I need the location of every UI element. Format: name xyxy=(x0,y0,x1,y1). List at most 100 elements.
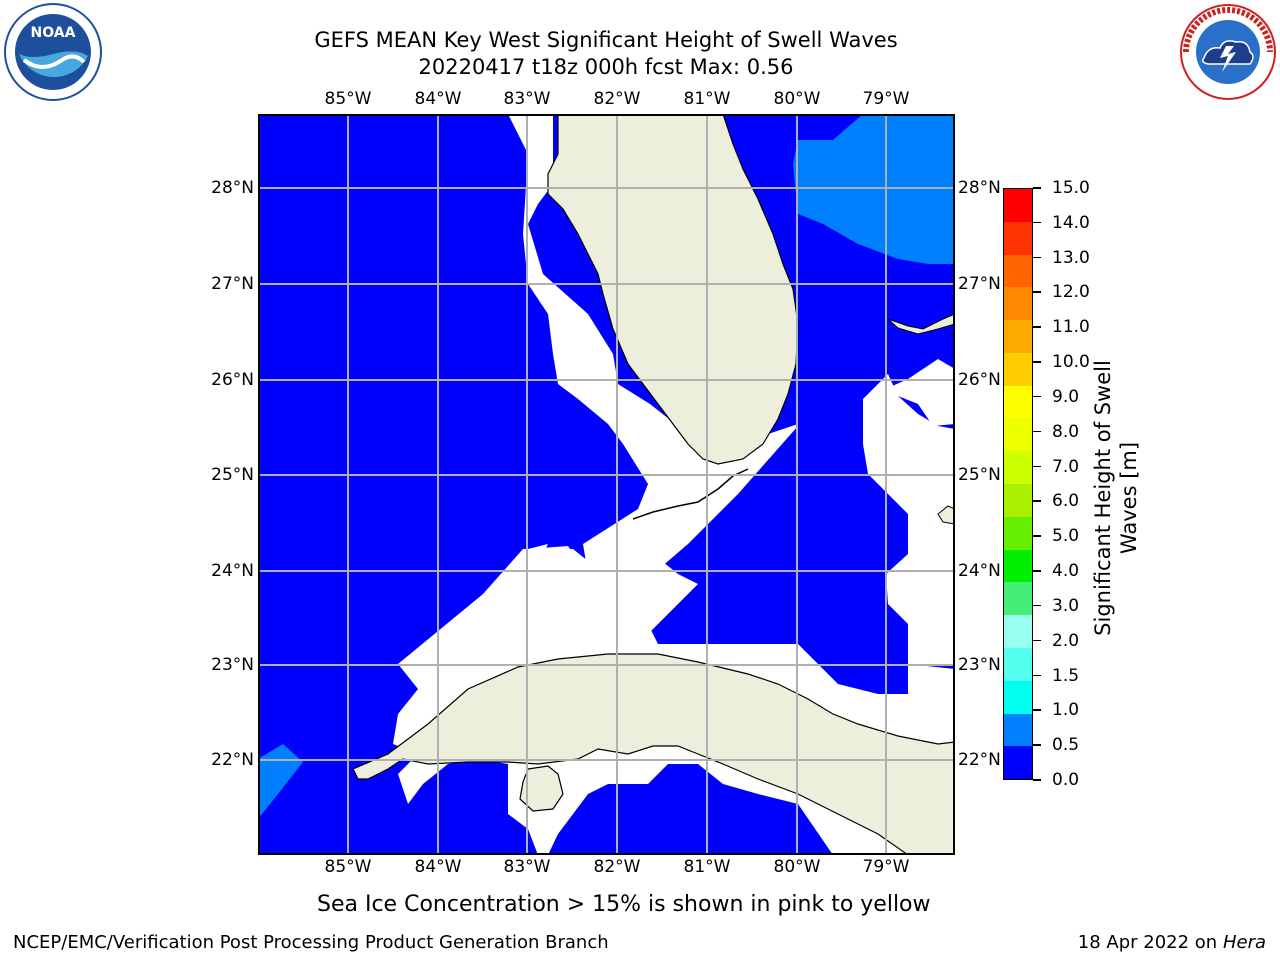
colorbar-segment xyxy=(1004,484,1032,517)
lat-label: 26°N xyxy=(958,370,1001,390)
noaa-logo-text: NOAA xyxy=(31,25,76,41)
lon-label: 81°W xyxy=(683,89,731,109)
colorbar-tick-mark xyxy=(1033,500,1041,502)
lon-label: 81°W xyxy=(683,857,731,877)
footer-branch: NCEP/EMC/Verification Post Processing Pr… xyxy=(13,932,609,953)
colorbar-segment xyxy=(1004,615,1032,648)
colorbar-tick-label: 14.0 xyxy=(1052,212,1090,233)
sea-ice-note: Sea Ice Concentration > 15% is shown in … xyxy=(317,892,931,917)
colorbar-segment xyxy=(1004,287,1032,321)
colorbar-tick-label: 1.0 xyxy=(1052,700,1080,721)
colorbar-tick-label: 8.0 xyxy=(1052,421,1080,442)
colorbar-tick-label: 10.0 xyxy=(1052,352,1090,373)
colorbar-tick-label: 6.0 xyxy=(1052,491,1080,512)
colorbar-segment xyxy=(1004,189,1032,222)
lon-label: 82°W xyxy=(593,857,641,877)
lat-label: 22°N xyxy=(958,750,1001,770)
colorbar-tick-label: 2.0 xyxy=(1052,630,1080,651)
colorbar-segment xyxy=(1004,254,1032,288)
lon-label: 85°W xyxy=(324,89,372,109)
swell-region-sw xyxy=(258,744,303,819)
nws-logo xyxy=(1178,2,1278,102)
colorbar-tick-mark xyxy=(1033,674,1041,677)
colorbar-tick-mark xyxy=(1033,326,1041,328)
colorbar-segment xyxy=(1004,451,1032,485)
colorbar-tick-label: 9.0 xyxy=(1052,386,1080,407)
lat-label: 23°N xyxy=(958,655,1001,675)
colorbar-tick-label: 3.0 xyxy=(1052,595,1080,616)
lon-label: 83°W xyxy=(503,89,551,109)
map-frame xyxy=(258,114,955,855)
footer-date: 18 Apr 2022 on Hera xyxy=(1078,932,1266,954)
colorbar-tick-mark xyxy=(1033,779,1041,781)
colorbar-segment xyxy=(1004,221,1032,255)
colorbar-tick-label: 0.0 xyxy=(1052,770,1080,790)
lat-label: 24°N xyxy=(211,561,254,581)
map-panel xyxy=(258,114,955,855)
colorbar-tick-mark xyxy=(1033,744,1041,746)
colorbar-tick-label: 0.5 xyxy=(1052,735,1080,756)
lon-label: 82°W xyxy=(593,89,641,109)
colorbar-tick-label: 13.0 xyxy=(1052,247,1090,268)
colorbar-segment xyxy=(1004,647,1032,681)
colorbar-segment xyxy=(1004,713,1032,747)
footer-machine: Hera xyxy=(1222,932,1266,953)
colorbar-tick-label: 12.0 xyxy=(1052,282,1090,303)
lat-label: 22°N xyxy=(211,750,254,770)
colorbar-tick-mark xyxy=(1033,535,1041,537)
bahamas-land-2 xyxy=(937,505,955,525)
lat-label: 24°N xyxy=(958,561,1001,581)
colorbar-tick-mark xyxy=(1033,256,1041,259)
colorbar-segment xyxy=(1004,516,1032,550)
lon-label: 79°W xyxy=(862,89,910,109)
colorbar xyxy=(1003,188,1033,780)
colorbar-segment xyxy=(1004,418,1032,452)
colorbar-tick-mark xyxy=(1033,465,1041,468)
lon-label: 79°W xyxy=(862,857,910,877)
colorbar-segment xyxy=(1004,320,1032,353)
bahamas-land xyxy=(887,313,955,335)
lat-label: 27°N xyxy=(958,274,1001,294)
lon-label: 84°W xyxy=(414,857,462,877)
colorbar-segment xyxy=(1004,746,1032,780)
lon-label: 85°W xyxy=(324,857,372,877)
colorbar-tick-mark xyxy=(1033,187,1041,189)
colorbar-tick-mark xyxy=(1033,709,1041,711)
lat-label: 28°N xyxy=(211,178,254,198)
colorbar-tick-mark xyxy=(1033,395,1041,398)
florida-land xyxy=(547,114,799,465)
lat-label: 25°N xyxy=(211,465,254,485)
colorbar-tick-mark xyxy=(1033,570,1041,572)
colorbar-tick-mark xyxy=(1033,361,1041,363)
colorbar-segment xyxy=(1004,385,1032,419)
colorbar-segments xyxy=(1004,189,1032,780)
colorbar-tick-label: 11.0 xyxy=(1052,317,1090,338)
colorbar-tick-label: 4.0 xyxy=(1052,561,1080,582)
isle-of-youth-land xyxy=(519,765,564,812)
colorbar-tick-label: 5.0 xyxy=(1052,526,1080,547)
colorbar-tick-label: 7.0 xyxy=(1052,456,1080,477)
colorbar-tick-label: 1.5 xyxy=(1052,665,1080,686)
lon-label: 84°W xyxy=(414,89,462,109)
colorbar-tick-mark xyxy=(1033,639,1041,642)
map-gridlines xyxy=(258,114,955,855)
lat-label: 27°N xyxy=(211,274,254,294)
lon-label: 80°W xyxy=(773,857,821,877)
colorbar-tick-mark xyxy=(1033,430,1041,433)
noaa-logo: NOAA xyxy=(2,2,104,102)
masked-area-bahamas-north xyxy=(863,359,955,426)
colorbar-tick-mark xyxy=(1033,291,1041,293)
lat-label: 26°N xyxy=(211,370,254,390)
lat-label: 23°N xyxy=(211,655,254,675)
lon-label: 83°W xyxy=(503,857,551,877)
cuba-land xyxy=(352,653,955,855)
footer-date-text: 18 Apr 2022 on xyxy=(1077,932,1218,953)
lon-label: 80°W xyxy=(773,89,821,109)
colorbar-segment xyxy=(1004,352,1032,386)
lat-label: 28°N xyxy=(958,178,1001,198)
colorbar-segment xyxy=(1004,582,1032,616)
colorbar-segment xyxy=(1004,680,1032,714)
colorbar-tick-mark xyxy=(1033,604,1041,607)
map-title-line1: GEFS MEAN Key West Significant Height of… xyxy=(314,28,898,52)
lat-label: 25°N xyxy=(958,465,1001,485)
